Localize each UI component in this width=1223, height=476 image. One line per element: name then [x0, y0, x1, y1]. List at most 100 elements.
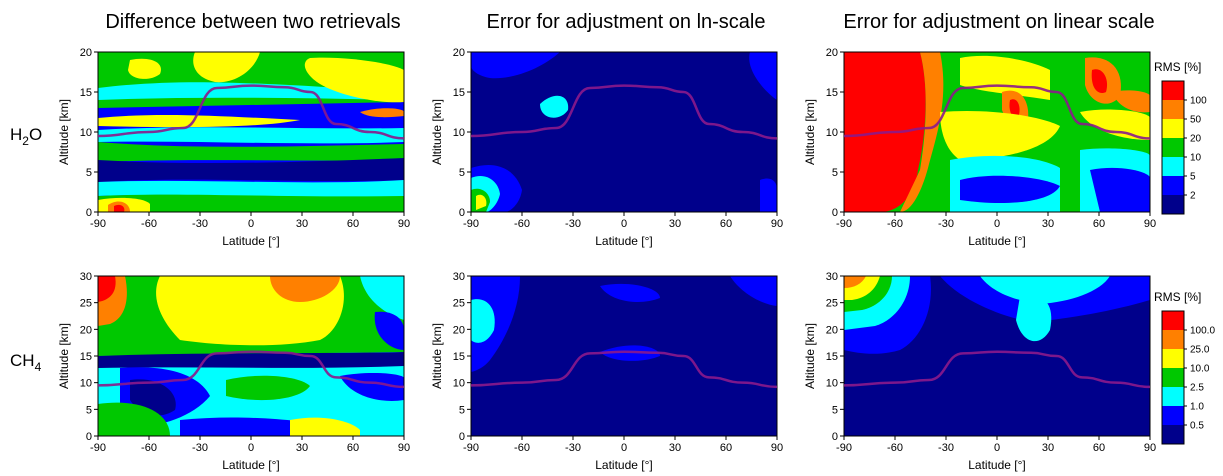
x-tick-label: 0	[621, 218, 627, 230]
x-tick-label: -60	[887, 442, 903, 454]
x-tick-label: 60	[1093, 218, 1105, 230]
x-tick-label: 90	[398, 442, 410, 454]
x-tick-label: 30	[1042, 218, 1054, 230]
tropopause-line	[470, 84, 778, 140]
x-tick-label: 90	[771, 218, 783, 230]
x-tick-label: 30	[669, 442, 681, 454]
panel-ch4-linear-scale	[844, 276, 1150, 436]
y-tick-label: 5	[832, 167, 838, 179]
x-tick-label: -90	[836, 218, 852, 230]
colorbar-frame	[1161, 80, 1185, 215]
x-tick-label: 0	[248, 218, 254, 230]
x-tick-label: 0	[994, 218, 1000, 230]
y-tick-label: 0	[86, 207, 92, 219]
x-tick-label: -90	[90, 442, 106, 454]
x-tick-label: 90	[771, 442, 783, 454]
y-tick-label: 15	[826, 87, 838, 99]
x-axis-label: Latitude [°]	[222, 458, 280, 472]
x-tick-label: 60	[1093, 442, 1105, 454]
x-tick-label: 60	[347, 218, 359, 230]
x-tick-label: -60	[141, 442, 157, 454]
x-tick-label: 30	[296, 218, 308, 230]
title-col-1: Difference between two retrievals	[105, 11, 400, 33]
x-tick-label: -30	[938, 442, 954, 454]
colorbar-label: 25.0	[1190, 345, 1210, 356]
colorbar-swatch	[1162, 387, 1184, 406]
colorbar-label: 50	[1190, 115, 1202, 126]
x-tick-label: 60	[720, 442, 732, 454]
colorbar-label: 5	[1190, 172, 1196, 183]
y-tick-label: 10	[453, 127, 465, 139]
y-tick-label: 5	[459, 404, 465, 416]
x-tick-label: -90	[836, 442, 852, 454]
x-tick-label: -60	[887, 218, 903, 230]
colorbar-title: RMS [%]	[1154, 290, 1201, 304]
y-tick-label: 25	[80, 298, 92, 310]
y-tick-label: 5	[832, 404, 838, 416]
y-tick-label: 15	[80, 87, 92, 99]
colorbar-label: 2.5	[1190, 383, 1204, 394]
y-axis-label: Altitude [km]	[430, 99, 444, 165]
colorbar-swatch	[1162, 100, 1184, 119]
y-axis-label: Altitude [km]	[803, 323, 817, 389]
y-tick-label: 0	[86, 431, 92, 443]
x-tick-label: 30	[296, 442, 308, 454]
row-label-ch4: CH4	[10, 351, 42, 374]
y-tick-label: 10	[80, 378, 92, 390]
x-tick-label: -30	[938, 218, 954, 230]
x-tick-label: -90	[90, 218, 106, 230]
x-tick-label: 0	[994, 442, 1000, 454]
x-axis-label: Latitude [°]	[968, 458, 1026, 472]
colorbar-swatch	[1162, 425, 1184, 444]
x-axis-label: Latitude [°]	[968, 234, 1026, 248]
colorbar-swatch	[1162, 157, 1184, 176]
colorbar-swatch	[1162, 176, 1184, 195]
colorbar-swatch	[1162, 311, 1184, 330]
x-tick-label: -90	[463, 218, 479, 230]
x-tick-label: -30	[565, 442, 581, 454]
colorbar-title: RMS [%]	[1154, 60, 1201, 74]
y-tick-label: 15	[826, 351, 838, 363]
colorbar-label: 0.5	[1190, 421, 1204, 432]
colorbar-swatch	[1162, 406, 1184, 425]
y-tick-label: 10	[826, 127, 838, 139]
colorbar-swatch	[1162, 81, 1184, 100]
colorbar-label: 1.0	[1190, 402, 1204, 413]
y-tick-label: 15	[453, 351, 465, 363]
x-tick-label: 0	[621, 442, 627, 454]
tropopause-line	[97, 350, 405, 389]
y-tick-label: 20	[826, 324, 838, 336]
x-tick-label: 60	[347, 442, 359, 454]
colorbar-label: 10.0	[1190, 364, 1210, 375]
x-axis-label: Latitude [°]	[595, 458, 653, 472]
tropopause-line	[843, 350, 1151, 389]
y-tick-label: 0	[832, 207, 838, 219]
y-tick-label: 25	[826, 298, 838, 310]
x-tick-label: 90	[1144, 218, 1156, 230]
colorbar-label: 10	[1190, 153, 1202, 164]
y-axis-label: Altitude [km]	[430, 323, 444, 389]
x-tick-label: 60	[720, 218, 732, 230]
y-tick-label: 10	[453, 378, 465, 390]
panel-h2o-difference	[98, 52, 404, 212]
y-tick-label: 10	[80, 127, 92, 139]
y-axis-label: Altitude [km]	[57, 99, 71, 165]
x-tick-label: -60	[514, 218, 530, 230]
colorbar-swatch	[1162, 119, 1184, 138]
colorbar-swatch	[1162, 349, 1184, 368]
x-tick-label: 90	[1144, 442, 1156, 454]
y-tick-label: 30	[453, 271, 465, 283]
y-tick-label: 10	[826, 378, 838, 390]
colorbar-label: 20	[1190, 134, 1202, 145]
x-tick-label: 30	[669, 218, 681, 230]
y-tick-label: 30	[80, 271, 92, 283]
x-tick-label: -30	[192, 218, 208, 230]
colorbar-swatch	[1162, 330, 1184, 349]
x-tick-label: 0	[248, 442, 254, 454]
tropopause-line	[843, 84, 1151, 140]
colorbar-label: 2	[1190, 191, 1196, 202]
x-tick-label: -30	[565, 218, 581, 230]
title-col-3: Error for adjustment on linear scale	[843, 11, 1154, 33]
y-tick-label: 20	[80, 324, 92, 336]
